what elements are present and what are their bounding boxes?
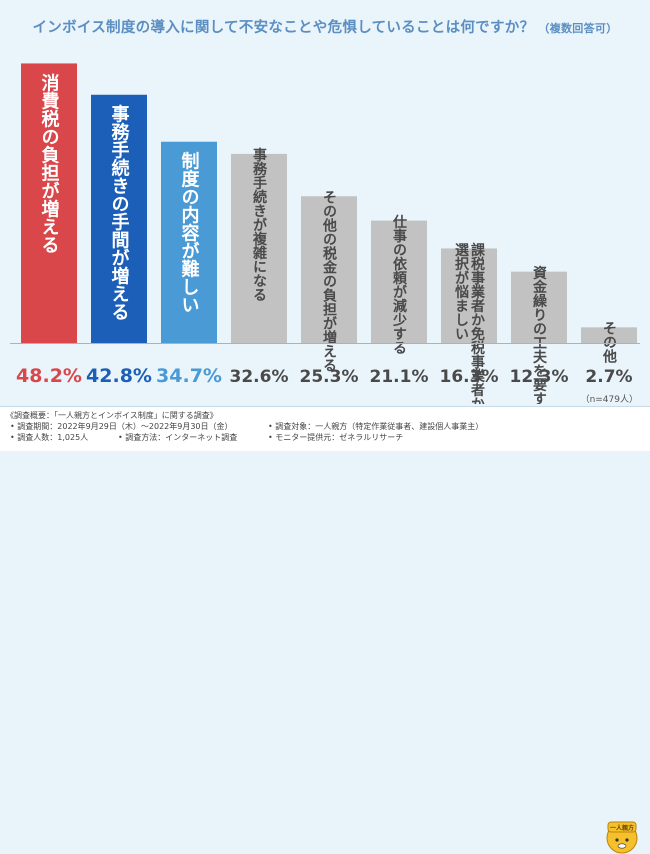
bar-label-2-line-1: 事務手続きの手間が増える (109, 104, 130, 321)
bar-label-5-line-1: その他の税金の負担が増える (321, 190, 338, 372)
bar-label-8: 資金繰りの工夫を要する (531, 265, 548, 404)
footer-count: • 調査人数：1,025人 (10, 433, 89, 442)
bar-chart: 消費税の負担が増える 48.2% 事務手続きの手間が増える 42.8% 制度の内容が難し… (10, 63, 640, 404)
chart-title: インボイス制度の導入に関して不安なことや危惧していることは何ですか？ （複数回答可… (0, 16, 650, 37)
value-label-8: 12.3% (510, 367, 569, 387)
footer-provider: • モニター提供元：ゼネラルリサーチ (268, 433, 404, 442)
bar-3 (161, 141, 217, 343)
bar-5 (301, 196, 357, 343)
bar-1 (21, 63, 77, 343)
bar-label-1: 消費税の負担が増える (39, 72, 60, 253)
value-label-3: 34.7% (156, 365, 222, 387)
footer-period: • 調査期間：2022年9月29日（木）～2022年9月30日（金） (10, 422, 233, 431)
footer-method: • 調査方法：インターネット調査 (118, 433, 238, 442)
mascot-logo: 一人親方 (606, 821, 638, 854)
value-label-5: 25.3% (300, 367, 359, 387)
value-label-9: 2.7% (585, 367, 632, 387)
footer-target: • 調査対象：一人親方（特定作業従事者、建設個人事業主） (268, 422, 484, 431)
bar-label-1-line-1: 消費税の負担が増える (39, 72, 60, 253)
bar-label-6: 仕事の依頼が減少する (391, 214, 408, 355)
mascot-text: 一人親方 (610, 824, 634, 832)
bar-label-6-line-1: 仕事の依頼が減少する (391, 214, 408, 355)
footer-overview: 《調査概要：「一人親方とインボイス制度」に関する調査》 (6, 411, 218, 420)
bar-label-5: その他の税金の負担が増える (321, 190, 338, 372)
bar-6 (371, 220, 427, 343)
value-label-2: 42.8% (86, 365, 152, 387)
bar-2 (91, 94, 147, 343)
value-label-6: 21.1% (370, 367, 429, 387)
bar-label-3: 制度の内容が難しい (179, 152, 200, 314)
value-label-4: 32.6% (230, 367, 289, 387)
bar-label-7-line-1: 課税事業者か免税事業者かの (469, 242, 486, 404)
title-note: （複数回答可） (538, 22, 618, 35)
value-label-7: 16.3% (440, 367, 499, 387)
bar-label-7-line-2: 選択が悩ましい (453, 242, 469, 340)
bar-8 (511, 271, 567, 343)
bar-7 (441, 248, 497, 343)
bar-label-8-line-1: 資金繰りの工夫を要する (531, 265, 548, 404)
survey-footer: 《調査概要：「一人親方とインボイス制度」に関する調査》 • 調査期間：2022年… (0, 406, 650, 854)
title-main: インボイス制度の導入に関して不安なことや危惧していることは何ですか？ (32, 20, 535, 36)
bar-9 (581, 327, 637, 343)
bar-label-3-line-1: 制度の内容が難しい (179, 152, 200, 314)
bar-label-4-line-1: 事務手続きが複雑になる (251, 147, 268, 302)
bar-4 (231, 153, 287, 343)
bar-label-2: 事務手続きの手間が増える (109, 104, 130, 321)
sample-size: （n=479人） (580, 395, 638, 405)
bar-label-4: 事務手続きが複雑になる (251, 147, 268, 302)
value-label-1: 48.2% (16, 365, 82, 387)
